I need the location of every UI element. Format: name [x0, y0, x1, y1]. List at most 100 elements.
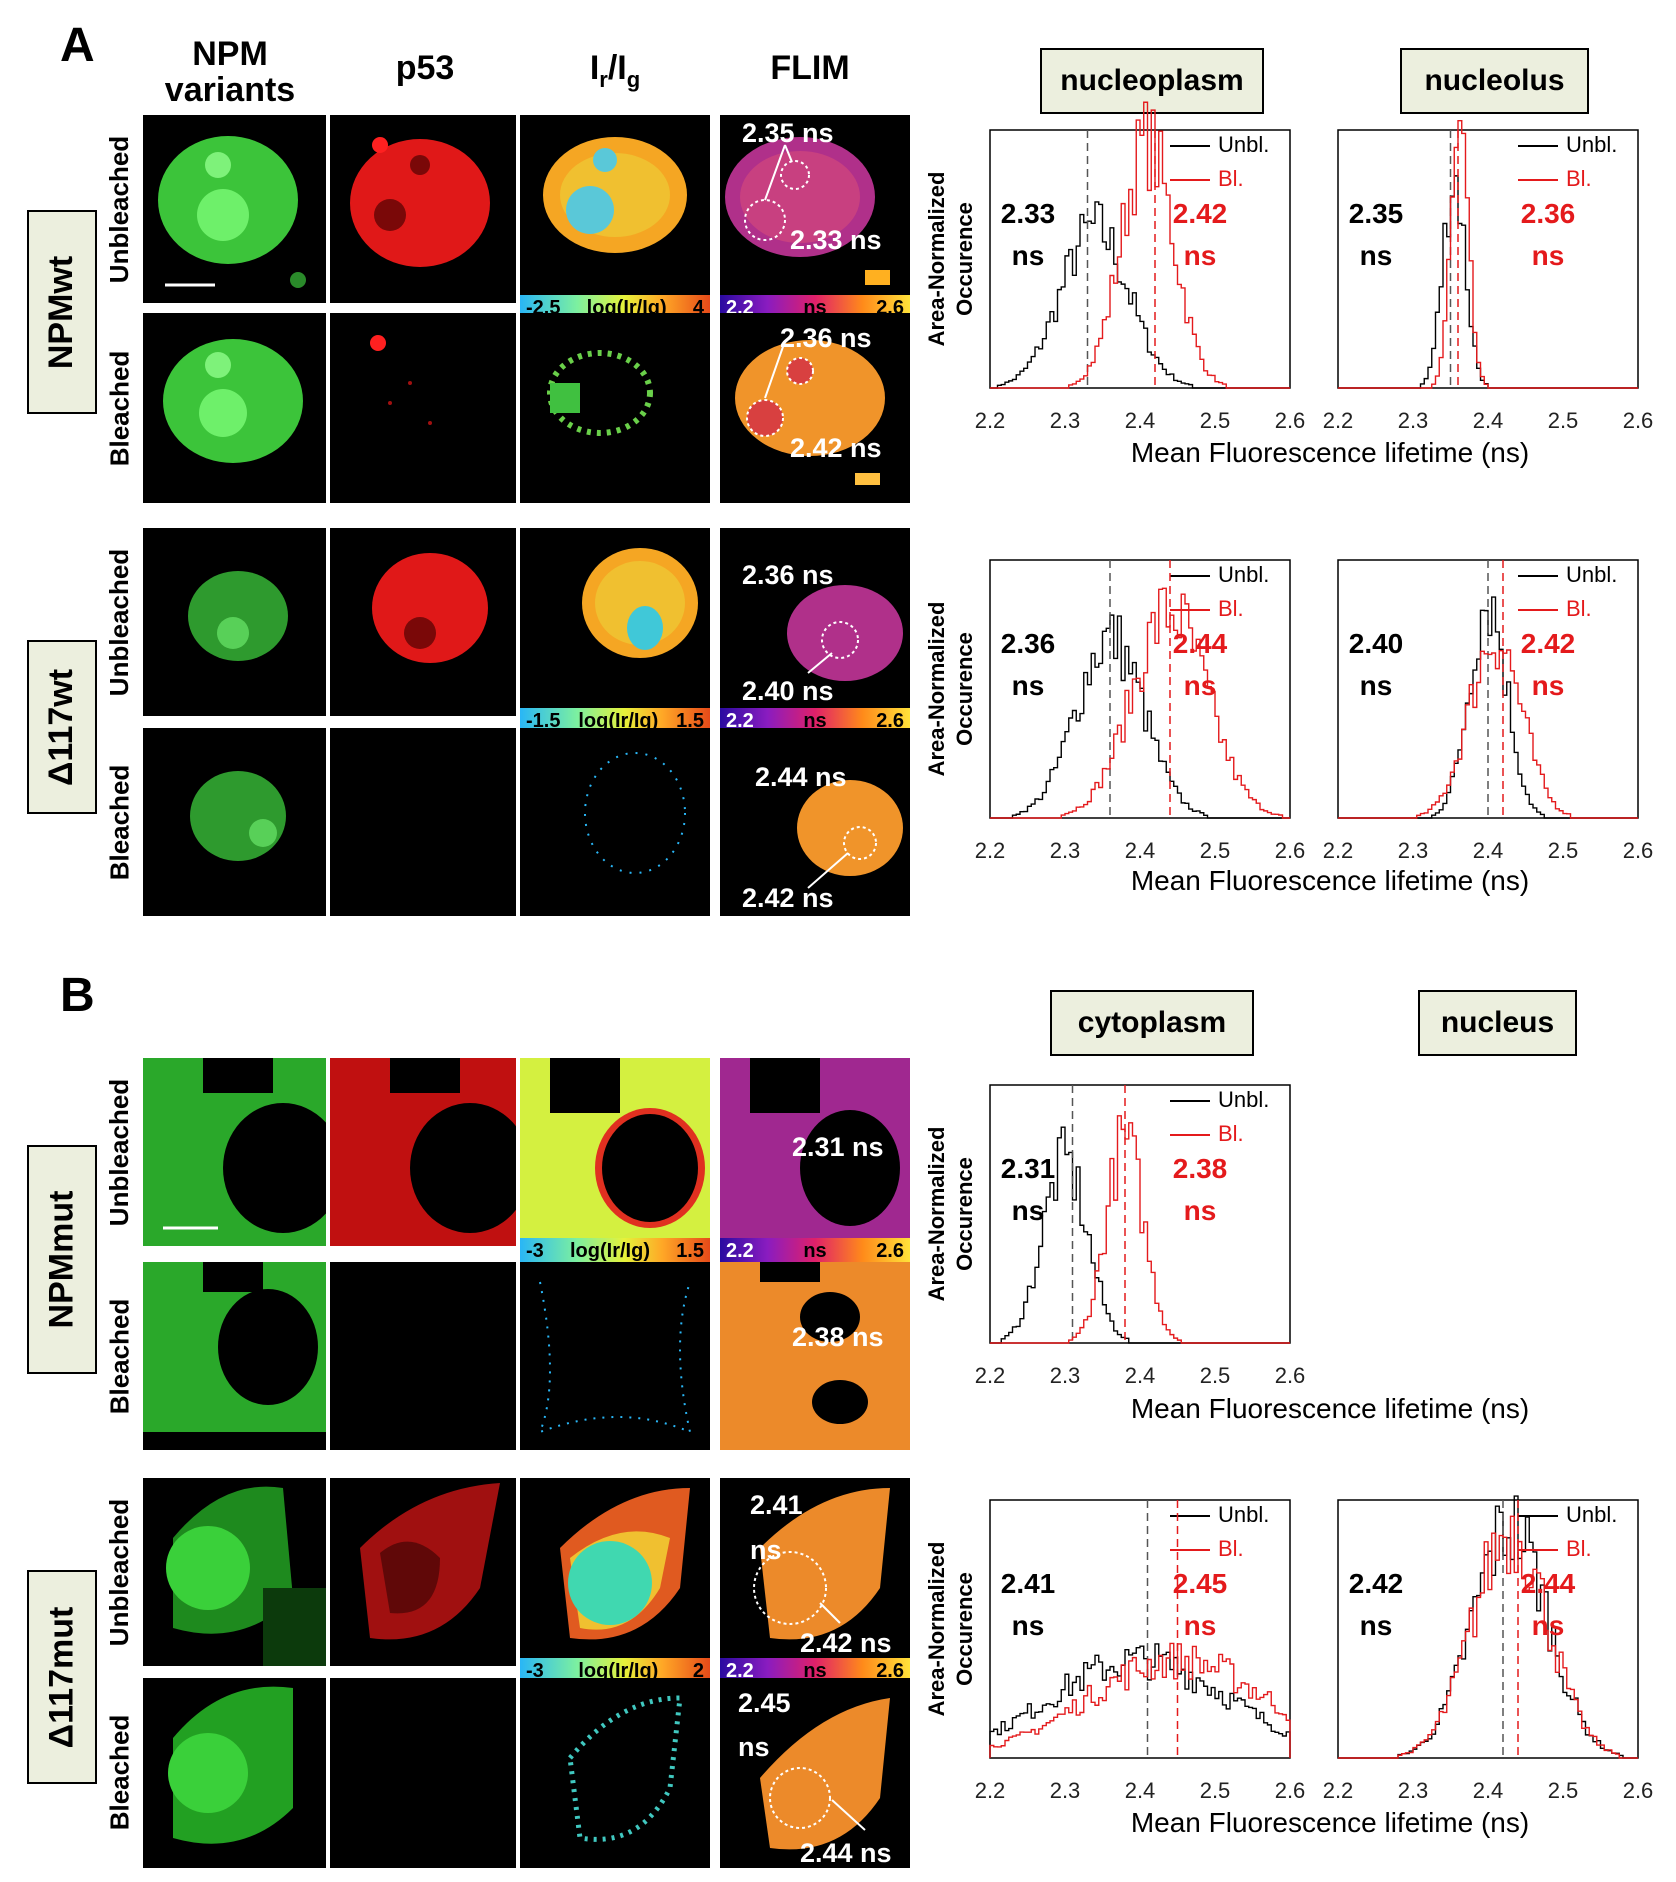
cb-label: log(Ir/Ig): [570, 1239, 650, 1262]
flim-label: 2.36 ns: [780, 323, 872, 353]
x-tick-label: 2.2: [975, 408, 1006, 433]
mean-value-unbleached: 2.41: [1001, 1568, 1056, 1599]
x-tick-label: 2.5: [1200, 838, 1231, 863]
x-tick-label: 2.6: [1275, 1778, 1306, 1803]
y-axis-label: Area-Normalized: [924, 602, 949, 777]
cell-red: [360, 1483, 500, 1640]
flim-label: ns: [750, 1535, 782, 1565]
image-d117mut-unbl-flim: [720, 1478, 910, 1666]
image-d117mut-unbl-npm: [143, 1478, 326, 1666]
flim-label: 2.42 ns: [800, 1628, 892, 1658]
cell-ratio-sparse: [547, 350, 653, 436]
x-tick-label: 2.5: [1200, 1363, 1231, 1388]
image-d117mut-bl-npm: [143, 1678, 326, 1868]
flim-label: 2.44 ns: [800, 1838, 892, 1868]
column-header-flim: FLIM: [770, 49, 850, 87]
cell-green: [190, 771, 286, 861]
y-axis-label: Area-Normalized: [924, 1542, 949, 1717]
mean-unit-unbleached: ns: [1012, 240, 1045, 271]
cb-min: 2.2: [726, 1659, 754, 1682]
colorbar-flim-npmmut: 2.2 ns 2.6: [720, 1238, 910, 1264]
x-tick-label: 2.2: [1323, 1778, 1354, 1803]
x-tick-label: 2.2: [1323, 838, 1354, 863]
cell-flim: [735, 340, 885, 485]
x-axis-label: Mean Fluorescence lifetime (ns): [1131, 437, 1529, 468]
image-npmmut-unbl-ratio: [520, 1058, 710, 1246]
mean-unit-bleached: ns: [1184, 1195, 1217, 1226]
image-d117wt-bl-npm: [143, 728, 326, 916]
flim-label: 2.35 ns: [742, 118, 834, 148]
image-npmmut-bl-flim: [720, 1262, 910, 1450]
x-tick-label: 2.2: [975, 1778, 1006, 1803]
x-tick-label: 2.3: [1050, 408, 1081, 433]
colorbar-ratio-npmmut: -3 log(Ir/Ig) 1.5: [520, 1238, 710, 1264]
group-d117mut: Δ117mut: [27, 1570, 97, 1784]
mean-value-bleached: 2.42: [1173, 198, 1228, 229]
x-tick-label: 2.2: [975, 838, 1006, 863]
x-tick-label: 2.6: [1275, 838, 1306, 863]
panel-letter-a: A: [60, 19, 95, 72]
x-tick-label: 2.3: [1050, 838, 1081, 863]
cb-min: -3: [526, 1239, 544, 1262]
x-tick-label: 2.4: [1125, 1778, 1156, 1803]
region-nucleoplasm: nucleoplasm: [1040, 48, 1264, 114]
cell-green: [166, 1486, 326, 1666]
group-npmmut: NPMmut: [27, 1145, 97, 1374]
flim-label: 2.42 ns: [742, 883, 834, 913]
cell-ratio-sparse: [567, 1695, 683, 1842]
cell-red: [372, 553, 488, 663]
cell-ratio: [582, 548, 698, 658]
mean-value-bleached: 2.44: [1521, 1568, 1576, 1599]
column-header-p53: p53: [395, 49, 455, 87]
legend-label: Bl.: [1218, 1536, 1244, 1561]
cell-red-faint: [370, 335, 432, 425]
cell-green: [143, 1058, 326, 1246]
x-tick-label: 2.5: [1548, 838, 1579, 863]
image-npmwt-unbl-p53: [330, 115, 516, 303]
x-tick-label: 2.6: [1275, 1363, 1306, 1388]
image-d117wt-bl-ratio: [520, 728, 710, 916]
x-tick-label: 2.4: [1125, 1363, 1156, 1388]
image-d117wt-bl-p53: [330, 728, 516, 916]
cell-ratio-sparse: [538, 1281, 692, 1434]
image-d117wt-bl-flim: [720, 728, 910, 916]
image-npmwt-bl-npm: [143, 313, 326, 503]
cb-max: 2.6: [876, 1659, 904, 1682]
cb-min: 2.2: [726, 1239, 754, 1262]
histogram-bleached: [990, 587, 1290, 819]
cell-ratio: [520, 1058, 710, 1246]
cell-ratio: [543, 137, 687, 253]
cell-ratio-sparse: [584, 752, 686, 874]
region-nucleus: nucleus: [1418, 990, 1577, 1056]
mean-unit-bleached: ns: [1532, 670, 1565, 701]
chart-frame: [989, 1499, 1291, 1759]
group-npmwt: NPMwt: [27, 210, 97, 414]
cb-label: ns: [803, 1239, 827, 1262]
column-header-ratio: Ir/Ig: [520, 50, 710, 98]
x-tick-label: 2.3: [1398, 838, 1429, 863]
legend-label: Bl.: [1218, 166, 1244, 191]
legend-label: Bl.: [1566, 166, 1592, 191]
mean-value-unbleached: 2.31: [1001, 1153, 1056, 1184]
mean-value-bleached: 2.38: [1173, 1153, 1228, 1184]
image-npmmut-bl-npm: [143, 1262, 326, 1450]
chart-frame: [989, 129, 1291, 389]
ratio-r: r: [599, 66, 608, 92]
legend-label: Bl.: [1566, 1536, 1592, 1561]
mean-unit-bleached: ns: [1532, 1610, 1565, 1641]
histogram-bleached: [990, 1115, 1290, 1344]
image-npmwt-bl-p53: [330, 313, 516, 503]
cell-flim: [760, 1698, 890, 1850]
cb-max: 4: [692, 296, 704, 319]
cb-min: -3: [526, 1659, 544, 1682]
mean-unit-bleached: ns: [1184, 670, 1217, 701]
cell-flim: [720, 1262, 910, 1450]
flim-label: 2.40 ns: [742, 676, 834, 706]
x-tick-label: 2.3: [1050, 1363, 1081, 1388]
legend-label: Unbl.: [1566, 1502, 1617, 1527]
flim-label: 2.33 ns: [790, 225, 882, 255]
histogram-bleached: [1338, 1515, 1638, 1759]
image-npmmut-unbl-npm: [143, 1058, 326, 1246]
y-axis-label: Occurence: [952, 632, 977, 746]
mean-value-bleached: 2.42: [1521, 628, 1576, 659]
